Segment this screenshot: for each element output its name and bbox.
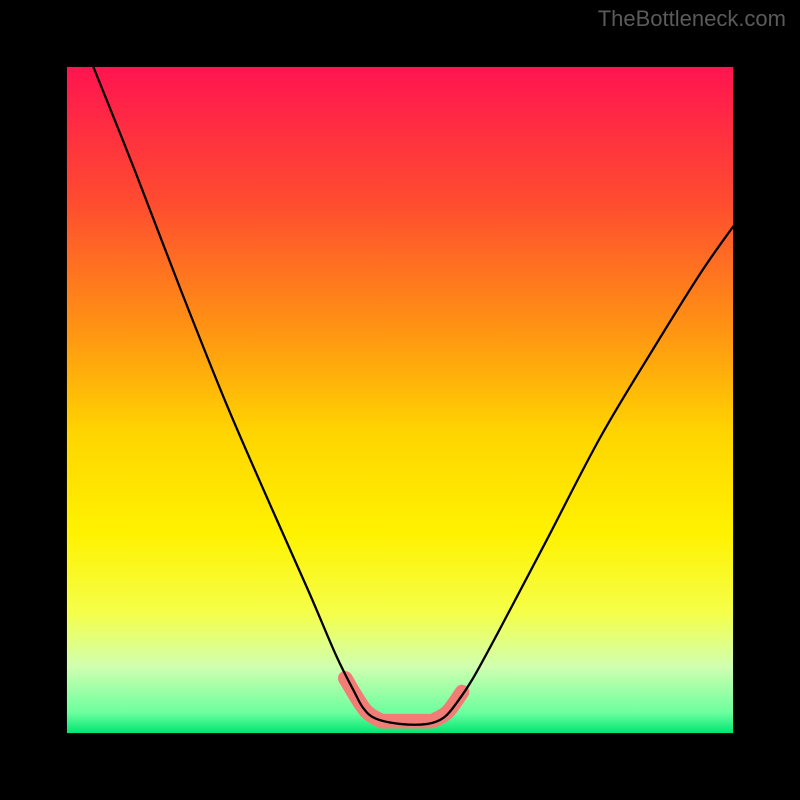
watermark-text: TheBottleneck.com [598, 6, 786, 32]
bottleneck-chart [35, 35, 765, 765]
